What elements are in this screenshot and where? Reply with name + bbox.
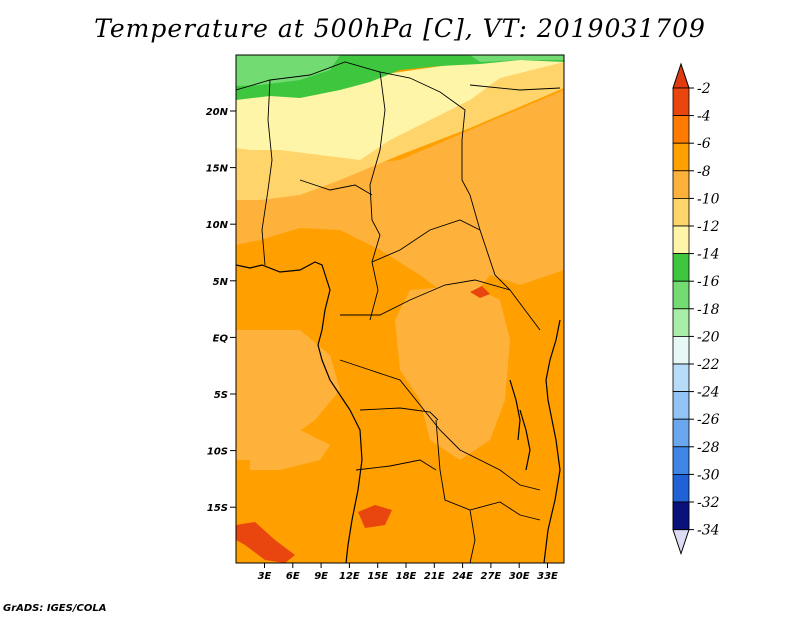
lon-tick-label: 9E xyxy=(314,571,328,582)
lon-tick-label: 21E xyxy=(424,571,445,582)
colorbar-swatch xyxy=(672,280,690,310)
temp-spot-red-3 xyxy=(236,522,295,563)
lon-tick-label: 27E xyxy=(481,571,502,582)
lat-tick-label: 15N xyxy=(206,164,229,175)
colorbar-label: -32 xyxy=(697,495,720,511)
colorbar-swatch xyxy=(672,473,690,503)
lat-tick-label: 10S xyxy=(207,447,228,458)
colorbar-swatch xyxy=(672,87,690,117)
colorbar-swatch xyxy=(672,225,690,255)
colorbar-label: -30 xyxy=(697,467,720,483)
lon-tick-label: 30E xyxy=(509,571,530,582)
temp-spot-red-1 xyxy=(470,286,490,298)
colorbar-label: -26 xyxy=(697,412,720,428)
colorbar-swatch xyxy=(672,170,690,199)
longitude-axis: 3E 6E 9E 12E 15E 18E 21E 24E 27E 30E 33E xyxy=(258,563,558,582)
lon-tick-label: 12E xyxy=(339,571,360,582)
lat-tick-label: EQ xyxy=(213,333,229,344)
colorbar-label: -34 xyxy=(697,523,720,539)
temp-region-southwest xyxy=(236,330,340,460)
temp-region-center xyxy=(395,285,510,460)
lat-tick-label: 5S xyxy=(214,390,228,401)
colorbar-label: -20 xyxy=(697,329,720,345)
colorbar-label: -12 xyxy=(697,219,720,235)
lon-tick-label: 15E xyxy=(367,571,388,582)
colorbar-swatch xyxy=(672,115,690,144)
latitude-axis: 20N 15N 10N 5N EQ 5S 10S 15S xyxy=(206,107,236,514)
colorbar-label: -8 xyxy=(697,164,711,180)
map-frame xyxy=(235,54,565,564)
map-title: Temperature at 500hPa [C], VT: 201903170… xyxy=(94,14,706,43)
colorbar-label: -28 xyxy=(697,440,720,456)
lon-tick-label: 24E xyxy=(452,571,473,582)
colorbar: -2 -4 -6 -8 -10 -12 -14 -16 -18 -20 -22 -24 -26 -28 -3… xyxy=(672,62,720,556)
colorbar-label: -2 xyxy=(697,81,711,97)
colorbar-label: -14 xyxy=(697,247,720,263)
colorbar-label: -4 xyxy=(697,109,711,125)
coastlines xyxy=(236,261,561,563)
colorbar-top-arrow xyxy=(672,62,690,89)
lat-tick-label: 15S xyxy=(207,503,228,514)
colorbar-label: -18 xyxy=(697,302,720,318)
lat-tick-label: 10N xyxy=(206,220,229,231)
colorbar-label: -16 xyxy=(697,274,720,290)
lat-tick-label: 20N xyxy=(206,107,229,118)
colorbar-label: -10 xyxy=(697,191,720,207)
temp-region-north-pale xyxy=(236,56,564,160)
colorbar-swatch xyxy=(672,391,690,420)
colorbar-label: -6 xyxy=(697,136,711,152)
colorbar-swatch xyxy=(672,335,690,365)
colorbar-swatch-last xyxy=(672,501,690,531)
borders xyxy=(236,61,561,563)
colorbar-label: -22 xyxy=(697,357,720,373)
colorbar-swatch xyxy=(672,197,690,227)
lon-tick-label: 33E xyxy=(537,571,558,582)
lon-tick-label: 6E xyxy=(286,571,300,582)
colorbar-swatch xyxy=(672,446,690,475)
map-plot-area xyxy=(236,55,564,563)
temp-region-east xyxy=(236,90,564,300)
colorbar-swatch xyxy=(672,308,690,337)
colorbar-swatch xyxy=(672,363,690,393)
grads-credit: GrADS: IGES/COLA xyxy=(3,603,107,614)
colorbar-swatch xyxy=(672,142,690,172)
colorbar-bottom-arrow xyxy=(672,529,690,556)
temp-region-lightgreen-2 xyxy=(470,55,564,62)
temp-region-lightgreen xyxy=(236,55,340,86)
colorbar-swatch xyxy=(672,253,690,282)
colorbar-label: -24 xyxy=(697,385,720,401)
temp-region-south xyxy=(250,430,330,470)
colorbar-swatch xyxy=(672,418,690,448)
lon-tick-label: 18E xyxy=(396,571,417,582)
lat-tick-label: 5N xyxy=(213,277,229,288)
lon-tick-label: 3E xyxy=(258,571,272,582)
temp-spot-red-2 xyxy=(358,505,392,528)
